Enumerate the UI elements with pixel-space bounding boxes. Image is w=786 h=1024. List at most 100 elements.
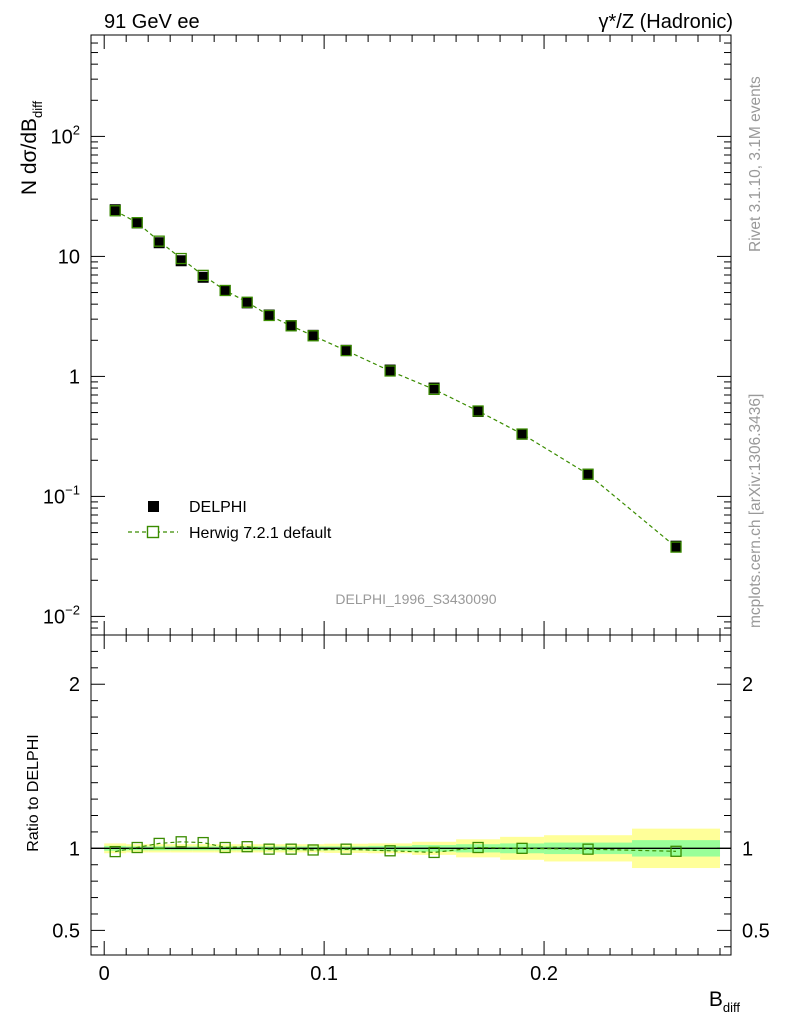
mcplots-label: mcplots.cern.ch [arXiv:1306.3436] bbox=[747, 394, 764, 628]
ratio-panel: 0.5 0.5 1 1 2 2 0 0.1 0.2 Ratio to DELPHI Bdiff bbox=[25, 634, 770, 1015]
data-point bbox=[582, 468, 594, 480]
ratio-y-axis-label: Ratio to DELPHI bbox=[25, 734, 42, 851]
ratio-mc-point bbox=[516, 842, 528, 854]
ratio-y-tick-label-left: 1 bbox=[69, 838, 80, 860]
ratio-mc-point bbox=[197, 836, 209, 849]
process-title-left: 91 GeV ee bbox=[104, 11, 200, 33]
rivet-label: Rivet 3.1.10, 3.1M events bbox=[747, 76, 764, 252]
data-point bbox=[340, 344, 352, 356]
ratio-mc-point bbox=[131, 841, 143, 854]
mc-point bbox=[285, 320, 297, 332]
ratio-y-tick-label-right: 1 bbox=[742, 838, 753, 860]
y-tick-label-base: 10 bbox=[43, 486, 65, 508]
data-point bbox=[285, 320, 297, 332]
x-tick-label: 0.1 bbox=[310, 963, 338, 985]
main-y-axis-label: N dσ/dBdiff bbox=[18, 100, 45, 195]
data-point bbox=[175, 255, 187, 267]
y-tick-label: 10 bbox=[58, 246, 80, 268]
ratio-mc-point bbox=[153, 837, 165, 850]
process-title-right: γ*/Z (Hadronic) bbox=[599, 11, 733, 33]
main-frame bbox=[90, 34, 732, 636]
y-tick-label: 10−2 bbox=[43, 602, 80, 628]
legend-marker-herwig bbox=[146, 525, 160, 539]
mc-point bbox=[219, 284, 231, 297]
ratio-mc-point bbox=[241, 841, 253, 853]
ratio-series bbox=[109, 836, 682, 859]
ratio-y-tick-label-right: 2 bbox=[742, 674, 753, 696]
data-point bbox=[263, 309, 275, 321]
x-axis-label-text: B bbox=[709, 988, 723, 1011]
data-point bbox=[428, 382, 440, 394]
ratio-frame bbox=[90, 634, 732, 956]
ratio-mc-point bbox=[175, 836, 187, 848]
y-tick-label-base: 1 bbox=[69, 366, 80, 388]
y-tick-label: 102 bbox=[51, 122, 80, 148]
data-point bbox=[109, 204, 121, 216]
y-tick-label-base: 10 bbox=[43, 606, 65, 628]
mc-point bbox=[384, 365, 396, 377]
mc-line bbox=[114, 210, 677, 548]
mc-point bbox=[516, 428, 528, 440]
legend-label-delphi: DELPHI bbox=[189, 499, 247, 516]
y-tick-label-exp: −2 bbox=[65, 602, 80, 617]
legend-label-herwig: Herwig 7.2.1 default bbox=[189, 525, 332, 542]
ratio-mc-line bbox=[115, 841, 677, 854]
data-point bbox=[384, 364, 396, 376]
mc-point bbox=[340, 344, 352, 357]
ratio-y-tick-label-left: 2 bbox=[69, 674, 80, 696]
y-tick-label: 1 bbox=[69, 366, 80, 388]
y-tick-label-exp: −1 bbox=[65, 482, 80, 497]
ratio-ticks bbox=[91, 635, 731, 955]
mc-point bbox=[153, 235, 165, 247]
data-point bbox=[670, 540, 682, 552]
ratio-mc-point bbox=[472, 841, 484, 854]
ratio-mc-point bbox=[219, 841, 231, 854]
y-tick-label-base: 10 bbox=[51, 126, 73, 148]
ratio-mc-point bbox=[582, 843, 594, 855]
data-point bbox=[153, 237, 165, 249]
x-tick-label: 0 bbox=[99, 963, 110, 985]
data-point bbox=[472, 406, 484, 418]
ratio-mc-point bbox=[428, 846, 440, 859]
ratio-mc-point bbox=[307, 844, 319, 856]
mc-point bbox=[109, 205, 121, 217]
ratio-y-tick-labels: 0.5 0.5 1 1 2 2 bbox=[52, 674, 770, 942]
x-axis-label: Bdiff bbox=[709, 988, 741, 1015]
mc-point bbox=[131, 217, 143, 229]
mc-point bbox=[263, 309, 275, 322]
legend-marker-delphi bbox=[148, 501, 159, 512]
mc-point bbox=[670, 541, 682, 553]
y-tick-label: 10−1 bbox=[43, 482, 80, 508]
mc-point bbox=[307, 330, 319, 342]
main-ticks bbox=[91, 34, 731, 636]
x-axis-label-sub: diff bbox=[723, 1000, 740, 1015]
main-series bbox=[109, 204, 682, 553]
y-tick-label-base: 10 bbox=[58, 246, 80, 268]
ratio-mc-point bbox=[285, 843, 297, 855]
mc-point bbox=[197, 269, 209, 282]
mc-point bbox=[241, 296, 253, 308]
ratio-mc-point bbox=[384, 845, 396, 857]
ratio-mc-point bbox=[263, 843, 275, 855]
legend: DELPHI Herwig 7.2.1 default bbox=[128, 499, 332, 542]
mc-point bbox=[582, 468, 594, 480]
main-y-axis-label-text: N dσ/dB bbox=[18, 118, 41, 195]
main-y-axis-label-sub: diff bbox=[30, 100, 45, 117]
ratio-mc-point bbox=[340, 843, 352, 855]
y-tick-label-exp: 2 bbox=[73, 122, 80, 137]
data-point bbox=[516, 428, 528, 440]
data-point bbox=[241, 297, 253, 309]
analysis-id-label: DELPHI_1996_S3430090 bbox=[335, 591, 496, 607]
data-point bbox=[307, 329, 319, 341]
ratio-y-tick-label-left: 0.5 bbox=[52, 920, 80, 942]
mc-point bbox=[175, 252, 187, 265]
mc-point bbox=[428, 383, 440, 396]
ratio-mc-point bbox=[670, 845, 682, 857]
data-point bbox=[197, 271, 209, 283]
x-tick-label: 0.2 bbox=[530, 963, 558, 985]
ratio-y-tick-label-right: 0.5 bbox=[742, 920, 770, 942]
mc-point bbox=[472, 405, 484, 417]
